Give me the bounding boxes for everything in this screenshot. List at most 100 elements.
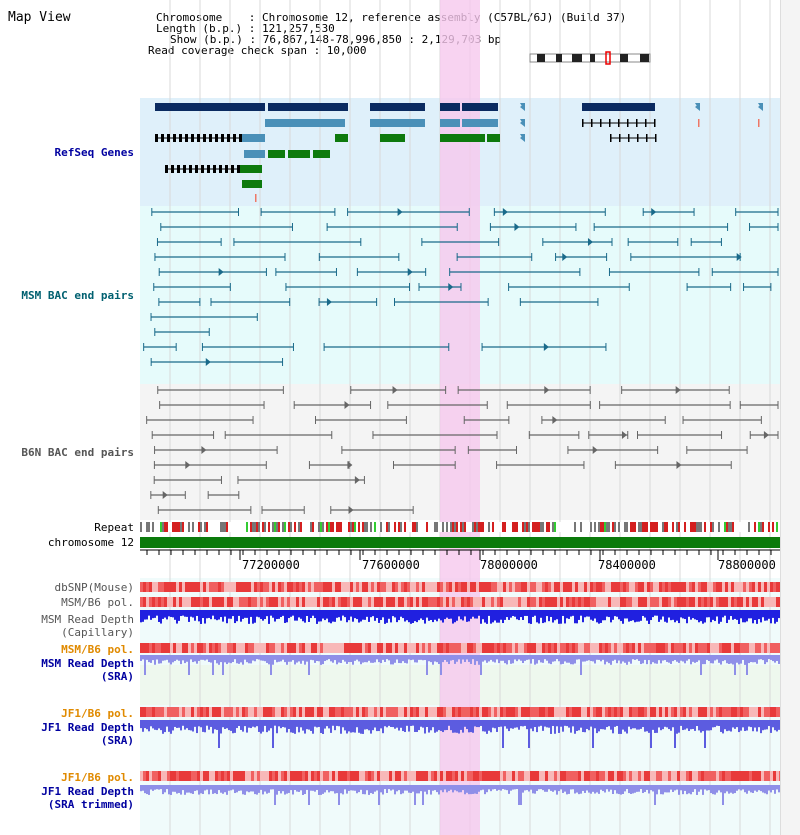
depth-bar [470, 785, 472, 795]
label-msm-depth-capillary[interactable]: MSM Read Depth [41, 613, 134, 626]
repeat-segment [662, 522, 664, 532]
msm-bac-pair-arrow [205, 358, 211, 366]
heat-cell [248, 582, 251, 592]
label-msm-b6-pol-2[interactable]: MSM/B6 pol. [61, 643, 134, 656]
heat-cell [293, 643, 296, 653]
heat-cell [359, 597, 362, 607]
heat-cell [518, 643, 521, 653]
repeat-segment [602, 522, 604, 532]
heat-cell [674, 582, 677, 592]
vertical-scrollbar[interactable] [780, 0, 800, 835]
heat-cell [596, 707, 599, 717]
depth-bar [624, 785, 626, 792]
depth-bar [346, 720, 348, 734]
label-chromosome[interactable]: chromosome 12 [47, 536, 134, 549]
heat-cell [536, 771, 539, 781]
depth-bar [666, 785, 668, 793]
label-repeat[interactable]: Repeat [94, 521, 134, 534]
depth-bar [718, 655, 720, 663]
heat-cell [155, 597, 158, 607]
label-dbsnp[interactable]: dbSNP(Mouse) [54, 581, 134, 594]
heat-cell [152, 597, 155, 607]
label-jf1-b6-pol[interactable]: JF1/B6 pol. [61, 707, 134, 720]
depth-bar [736, 655, 738, 663]
depth-bar [446, 655, 448, 662]
heat-cell [485, 771, 488, 781]
b6n-bac-pair-arrow [592, 446, 598, 454]
heat-cell [203, 582, 206, 592]
label-jf1-depth-trimmed[interactable]: JF1 Read Depth [41, 785, 134, 798]
depth-bar [352, 655, 354, 665]
heat-cell [734, 643, 737, 653]
depth-bar [240, 785, 242, 791]
depth-bar [318, 610, 320, 622]
depth-bar [250, 720, 252, 729]
heat-cell [224, 707, 227, 717]
heat-cell [572, 643, 575, 653]
depth-bar [532, 785, 534, 794]
heat-cell [581, 597, 584, 607]
heat-cell [731, 597, 734, 607]
heat-cell [599, 597, 602, 607]
heat-cell [542, 582, 545, 592]
repeat-segment [216, 522, 218, 532]
depth-bar [214, 655, 216, 661]
label-jf1-b6-pol-2[interactable]: JF1/B6 pol. [61, 771, 134, 784]
depth-bar [484, 785, 486, 795]
depth-bar [708, 655, 710, 662]
label-b6n-bac[interactable]: B6N BAC end pairs [21, 446, 134, 459]
label-jf1-depth-sra[interactable]: JF1 Read Depth [41, 721, 134, 734]
heat-cell [182, 597, 185, 607]
repeat-segment [246, 522, 248, 532]
depth-bar [592, 720, 594, 748]
heat-cell [446, 643, 449, 653]
heat-cell [575, 597, 578, 607]
depth-bar [426, 785, 428, 795]
heat-cell [176, 771, 179, 781]
depth-bar [718, 720, 720, 727]
repeat-segment [634, 522, 636, 532]
heat-cell [290, 771, 293, 781]
depth-bar [284, 720, 286, 728]
repeat-segment [422, 522, 424, 532]
depth-bar [226, 655, 228, 665]
depth-bar [300, 610, 302, 619]
depth-bar [688, 610, 690, 617]
repeat-segment [720, 522, 722, 532]
heat-cell [224, 597, 227, 607]
depth-bar [432, 610, 434, 623]
heat-cell [296, 582, 299, 592]
depth-bar [764, 785, 766, 794]
heat-cell [350, 771, 353, 781]
depth-bar [170, 785, 172, 795]
depth-bar [602, 655, 604, 660]
repeat-segment [266, 522, 268, 532]
depth-bar [272, 785, 274, 790]
depth-bar [144, 720, 146, 729]
depth-bar [486, 610, 488, 624]
label-refseq-genes[interactable]: RefSeq Genes [54, 146, 134, 159]
heat-cell [473, 643, 476, 653]
repeat-segment [706, 522, 708, 532]
depth-bar [188, 785, 190, 793]
depth-bar [720, 610, 722, 622]
repeat-segment [776, 522, 778, 532]
heat-cell [401, 771, 404, 781]
heat-cell [149, 597, 152, 607]
depth-bar [700, 785, 702, 790]
repeat-segment [468, 522, 470, 532]
label-msm-depth-sra[interactable]: MSM Read Depth [41, 657, 134, 670]
label-msm-b6-pol[interactable]: MSM/B6 pol. [61, 596, 134, 609]
depth-bar [476, 610, 478, 619]
heat-cell [554, 707, 557, 717]
depth-bar [636, 720, 638, 730]
heat-cell [503, 643, 506, 653]
depth-bar [476, 785, 478, 794]
depth-bar [660, 785, 662, 795]
label-msm-bac[interactable]: MSM BAC end pairs [21, 289, 134, 302]
depth-bar [298, 720, 300, 733]
heat-cell [311, 643, 314, 653]
depth-bar [620, 610, 622, 622]
genome-track-canvas[interactable] [0, 0, 780, 835]
depth-bar [670, 785, 672, 790]
